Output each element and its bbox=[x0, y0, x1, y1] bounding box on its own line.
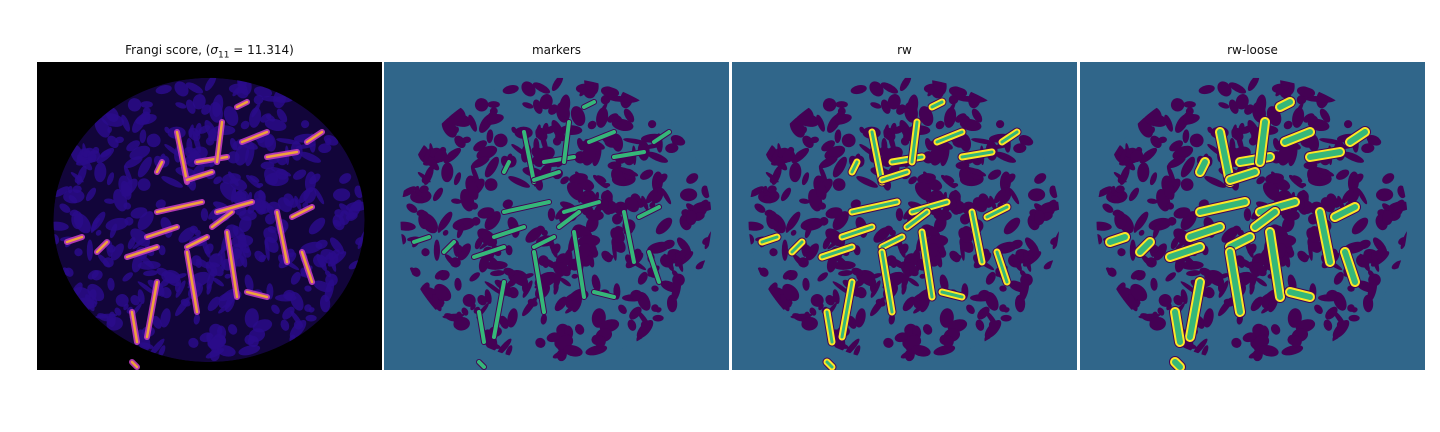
outside-mask bbox=[732, 62, 1077, 370]
vessel-structures bbox=[1104, 96, 1371, 370]
markers-label-map bbox=[384, 62, 729, 370]
panel-title-rw: rw bbox=[897, 43, 912, 57]
outside-mask bbox=[37, 62, 382, 370]
rw-loose-image bbox=[1080, 62, 1425, 370]
rw-segmentation-map bbox=[732, 62, 1077, 370]
panel-title-rw-loose: rw-loose bbox=[1227, 43, 1278, 57]
outside-mask bbox=[384, 62, 729, 370]
panel-title-frangi: Frangi score, (σ11 = 11.314) bbox=[125, 43, 294, 61]
rw-image bbox=[732, 62, 1077, 370]
rw-loose-segmentation-map bbox=[1080, 62, 1425, 370]
frangi-score-image bbox=[37, 62, 382, 370]
frangi-score-heatmap bbox=[37, 62, 382, 370]
vessel-structures bbox=[757, 97, 1022, 370]
vessel-structures bbox=[411, 99, 672, 370]
outside-mask bbox=[1080, 62, 1425, 370]
panel-title-markers: markers bbox=[531, 43, 582, 57]
blob-regions bbox=[46, 71, 369, 362]
markers-image bbox=[384, 62, 729, 370]
vessel-structures bbox=[64, 99, 325, 370]
